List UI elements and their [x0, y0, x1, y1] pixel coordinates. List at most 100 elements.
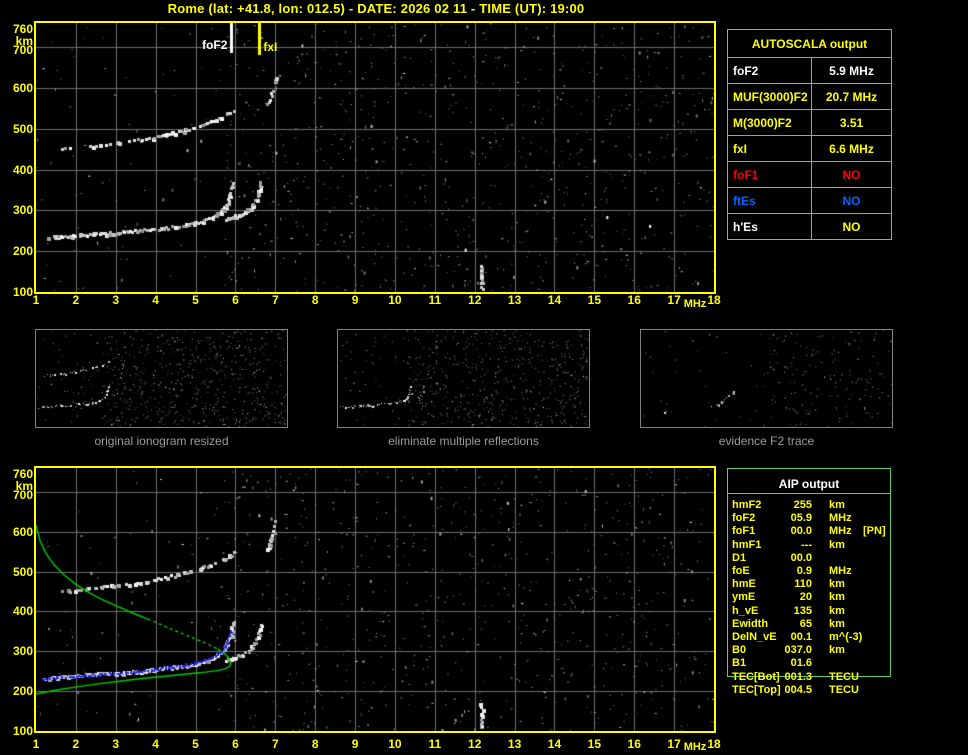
x-tick-label: 2 — [72, 293, 80, 307]
parameter-value: 5.9 MHz — [829, 63, 874, 78]
thumbnail-evidence-f2 — [640, 329, 893, 428]
x-tick-label: 6 — [232, 293, 239, 307]
parameter-label: ftEs — [728, 188, 812, 213]
x-tick-label: 6 — [232, 737, 239, 751]
autoscala-output-title: AUTOSCALA output — [751, 36, 868, 51]
y-tick-label: 200 — [12, 244, 33, 259]
y-tick-label: 400 — [12, 604, 33, 619]
aip-parameter-value: 0.9 — [796, 565, 812, 577]
aip-parameter-value: --- — [801, 538, 812, 551]
aip-parameter-value: 037.0 — [784, 644, 812, 657]
aip-parameter-unit: TECU — [829, 683, 859, 696]
x-tick-label: 17 — [667, 737, 681, 751]
aip-parameter-label: foF1 — [732, 525, 756, 538]
aip-parameter-value: 255 — [793, 499, 812, 511]
parameter-label: MUF(3000)F2 — [728, 84, 812, 109]
aip-parameter-label: foF2 — [732, 512, 756, 525]
x-tick-label: 2 — [72, 737, 80, 751]
y-tick-label: 500 — [12, 564, 33, 579]
x-tick-label: 14 — [547, 737, 562, 751]
aip-row-hve: h_vE 135 km — [727, 605, 897, 618]
y-tick-label: 300 — [12, 644, 33, 659]
aip-parameter-label: hmE — [732, 578, 756, 591]
aip-row-hmf2: hmF2 255 km — [727, 499, 897, 512]
x-tick-label: 7 — [271, 737, 279, 751]
y-axis-unit-label: km — [15, 34, 33, 48]
aip-row-tecbot: TEC[Bot] 001.3 TECU — [727, 671, 897, 684]
y-tick-label: 600 — [12, 524, 33, 539]
y-tick-label: 760 — [12, 467, 33, 481]
x-tick-label: 9 — [351, 293, 359, 307]
y-tick-label: 300 — [12, 203, 33, 218]
x-tick-label: 18 — [707, 293, 721, 307]
y-tick-label: 700 — [12, 43, 33, 58]
parameter-value: NO — [842, 219, 861, 234]
x-tick-label: 8 — [311, 737, 319, 751]
x-tick-label: 18 — [707, 737, 721, 751]
y-tick-label: 600 — [12, 81, 33, 96]
aip-parameter-value: 135 — [793, 604, 812, 617]
aip-header-divider — [727, 493, 891, 494]
y-tick-label: 200 — [12, 684, 33, 699]
x-tick-label: 8 — [311, 293, 319, 307]
aip-parameter-label: B0 — [732, 644, 747, 657]
aip-parameter-unit: MHz — [829, 565, 852, 577]
aip-row-yme: ymE 20 km — [727, 591, 897, 604]
x-tick-label: 13 — [507, 737, 522, 751]
aip-parameter-value: 20 — [799, 591, 812, 604]
y-tick-label: 400 — [12, 162, 33, 177]
thumbnail-canvas-eliminate — [338, 330, 589, 427]
aip-parameter-unit: MHz — [829, 512, 852, 525]
thumbnail-eliminate-reflections — [337, 329, 590, 428]
x-tick-label: 15 — [587, 293, 602, 307]
aip-parameter-value: 65 — [799, 617, 812, 630]
aip-parameter-label: h_vE — [732, 604, 759, 617]
aip-parameter-label: hmF1 — [732, 538, 762, 551]
x-tick-label: 10 — [388, 293, 402, 307]
autoscala-output-table: AUTOSCALA output foF2 5.9 MHz MUF(3000)F2 2… — [727, 29, 892, 240]
x-tick-label: 15 — [587, 737, 602, 751]
thumbnail-caption-original: original ionogram resized — [94, 434, 229, 448]
aip-parameter-value: 00.0 — [790, 525, 812, 538]
ionogram-plot-top — [34, 21, 716, 294]
autoscala-row-fof1: foF1 NO — [728, 161, 891, 187]
aip-parameter-unit: km — [829, 644, 845, 657]
aip-row-hmf1: hmF1 --- km — [727, 539, 897, 552]
aip-row-hme: hmE 110 km — [727, 578, 897, 591]
aip-parameter-unit: km — [829, 591, 845, 604]
aip-row-fof1: foF1 00.0 MHz [PN] — [727, 525, 897, 538]
foF2-marker-label: foF2 — [202, 38, 228, 52]
aip-row-d1: D1 00.0 — [727, 552, 897, 565]
station-date-header: Rome (lat: +41.8, lon: 012.5) - DATE: 20… — [167, 1, 585, 16]
aip-parameter-unit: TECU — [829, 670, 859, 683]
aip-parameter-label: Ewidth — [732, 617, 769, 630]
autoscala-row-ftes: ftEs NO — [728, 187, 891, 213]
x-tick-label: 5 — [192, 293, 199, 307]
aip-parameter-label: DelN_vE — [732, 631, 777, 643]
parameter-value: 20.7 MHz — [825, 89, 878, 104]
y-tick-label: 100 — [12, 724, 33, 738]
x-axis-unit-label: MHz — [683, 298, 707, 310]
thumbnail-caption-evidence: evidence F2 trace — [718, 434, 815, 448]
thumbnail-caption-eliminate: eliminate multiple reflections — [388, 434, 539, 448]
aip-parameter-flag: [PN] — [863, 525, 886, 538]
aip-output-box — [727, 468, 891, 677]
thumbnail-original-ionogram — [35, 329, 288, 428]
y-tick-label: 100 — [12, 285, 33, 299]
autoscala-row-hes: h'Es NO — [728, 213, 891, 239]
x-tick-label: 4 — [152, 737, 159, 751]
y-tick-label: 700 — [12, 487, 33, 502]
aip-parameter-label: TEC[Bot] — [732, 670, 780, 683]
aip-row-foe: foE 0.9 MHz — [727, 565, 897, 578]
aip-parameter-unit: MHz — [829, 525, 852, 538]
autoscala-output-rows: foF2 5.9 MHz MUF(3000)F2 20.7 MHz M(3000)F2 3… — [728, 57, 891, 239]
aip-parameter-label: D1 — [732, 551, 747, 564]
parameter-value: NO — [842, 167, 861, 182]
aip-row-fof2: foF2 05.9 MHz — [727, 512, 897, 525]
x-tick-label: 3 — [112, 737, 120, 751]
y-tick-label: 500 — [12, 121, 33, 136]
parameter-label: foF1 — [728, 162, 812, 187]
x-axis-unit-label: MHz — [683, 741, 707, 753]
fxI-marker-label: fxI — [263, 40, 278, 54]
